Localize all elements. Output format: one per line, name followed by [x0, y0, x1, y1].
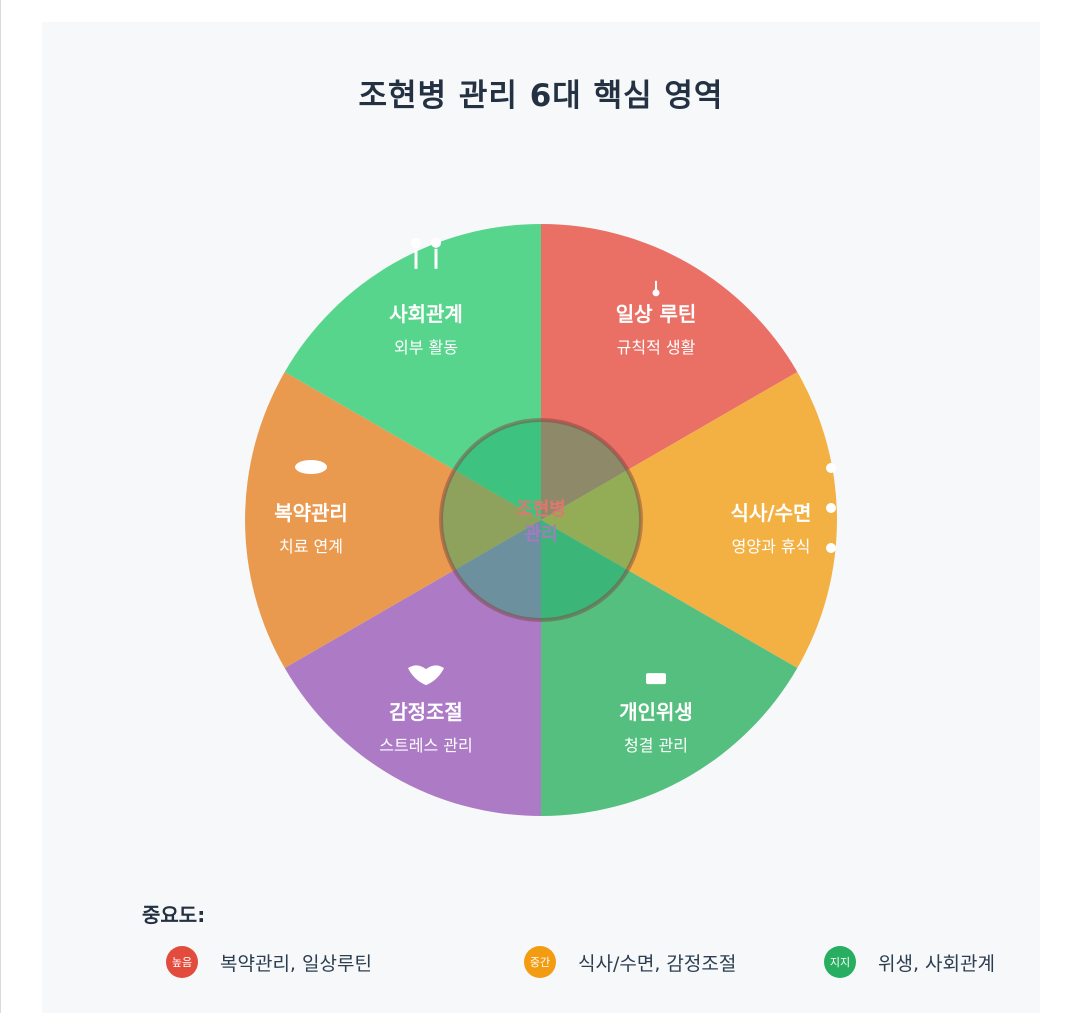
soap-icon: [646, 673, 666, 685]
center-label-line2: 관리: [524, 524, 557, 545]
segment-title-2: 식사/수면: [731, 501, 812, 525]
segment-5: [245, 372, 541, 668]
segment-title-6: 사회관계: [389, 302, 463, 326]
segment-subtitle-5: 치료 연계: [279, 537, 343, 556]
segment-title-5: 복약관리: [274, 501, 348, 525]
pill-icon: [295, 460, 327, 474]
legend-badge-medium: 중간: [524, 946, 556, 978]
icons-group: [295, 237, 836, 686]
legend-item-support: 지지 위생, 사회관계: [824, 946, 995, 978]
segment-title-4: 감정조절: [389, 700, 463, 724]
segment-1: [541, 224, 798, 520]
legend-badge-high: 높음: [166, 946, 198, 978]
heart-icon: [408, 665, 444, 686]
legend-text-medium: 식사/수면, 감정조절: [578, 952, 737, 975]
legend-heading: 중요도:: [142, 903, 206, 927]
center-circle: [439, 418, 643, 622]
segment-subtitle-6: 외부 활동: [394, 338, 458, 357]
segment-subtitle-2: 영양과 휴식: [732, 537, 811, 556]
segment-title-1: 일상 루틴: [616, 302, 697, 326]
page-title: 조현병 관리 6대 핵심 영역: [358, 78, 724, 114]
segment-2: [541, 372, 837, 668]
segment-3: [541, 520, 798, 816]
legend-text-high: 복약관리, 일상루틴: [220, 952, 372, 975]
legend-text-support: 위생, 사회관계: [878, 952, 995, 975]
segment-subtitle-3: 청결 관리: [624, 736, 688, 755]
clock-icon: [652, 280, 660, 297]
legend-badge-support: 지지: [824, 946, 856, 978]
segment-subtitle-4: 스트레스 관리: [379, 736, 472, 755]
segment-subtitle-1: 규칙적 생활: [617, 338, 696, 357]
people-icon: [411, 237, 441, 269]
legend-item-medium: 중간 식사/수면, 감정조절: [524, 946, 736, 978]
moon-meal-icon: [826, 463, 836, 553]
legend-item-high: 높음 복약관리, 일상루틴: [166, 946, 372, 978]
segments-group: [245, 224, 837, 816]
left-border: [0, 0, 1, 1013]
segment-6: [284, 224, 541, 520]
center-label-line1: 조현병: [516, 499, 566, 520]
segment-title-3: 개인위생: [619, 700, 693, 724]
